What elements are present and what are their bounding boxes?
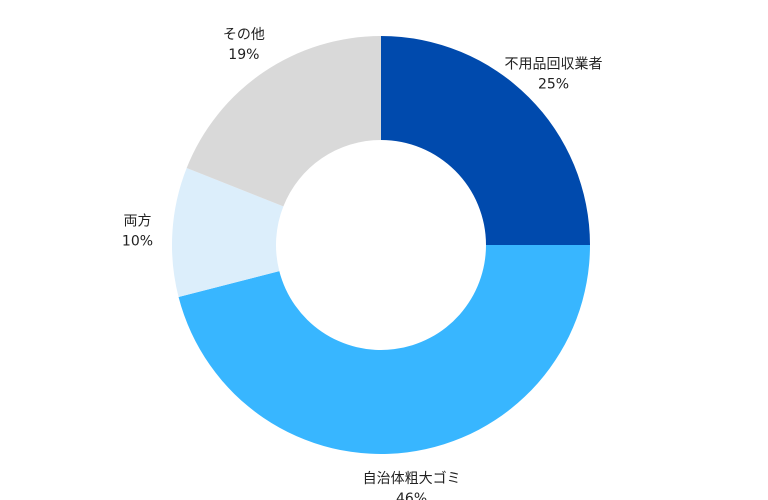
slice-value-0: 25% <box>538 76 569 92</box>
slice-label-group-1: 自治体粗大ゴミ 46% <box>363 470 461 500</box>
slice-1 <box>178 245 591 454</box>
slice-label-0: 不用品回収業者 <box>505 56 603 72</box>
slice-label-group-0: 不用品回収業者 25% <box>505 56 603 92</box>
slice-label-group-2: 両方 10% <box>122 214 153 250</box>
slice-2 <box>172 168 284 297</box>
slice-0 <box>381 36 590 245</box>
slice-value-3: 19% <box>228 47 259 63</box>
slice-label-1: 自治体粗大ゴミ <box>363 470 461 487</box>
slice-label-2: 両方 <box>123 214 151 230</box>
slice-label-3: その他 <box>223 27 265 43</box>
slice-3 <box>186 36 381 207</box>
slice-value-2: 10% <box>122 234 153 250</box>
slice-value-1: 46% <box>396 491 427 500</box>
slice-label-group-3: その他 19% <box>223 27 265 63</box>
